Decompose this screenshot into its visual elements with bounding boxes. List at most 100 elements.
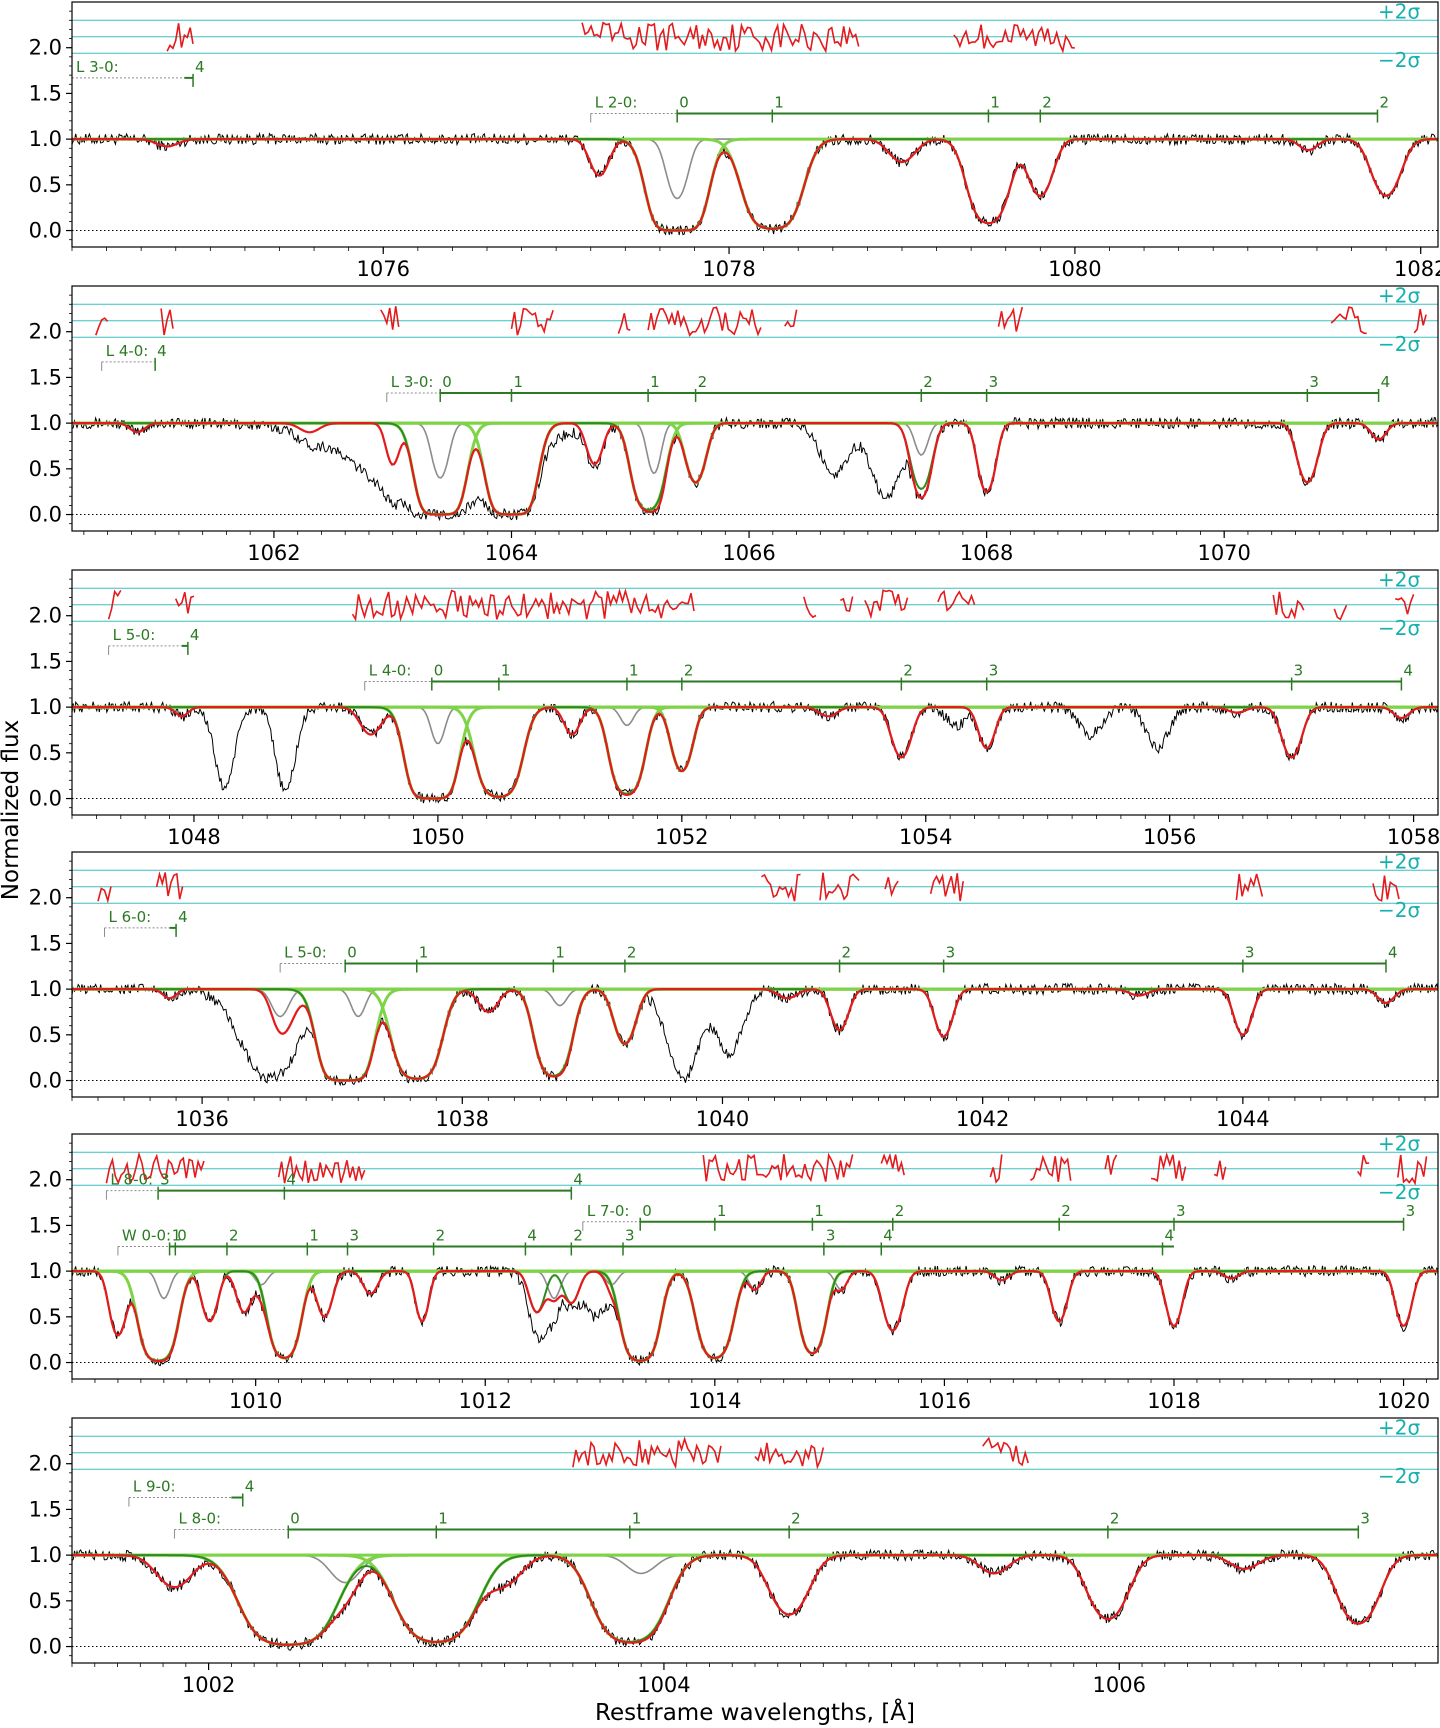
sigma-plus-label: +2σ: [1378, 1131, 1420, 1155]
x-tick-label: 1054: [899, 825, 952, 849]
component-profile: [72, 705, 1438, 800]
x-tick-label: 1080: [1048, 257, 1101, 281]
sigma-plus-label: +2σ: [1378, 283, 1420, 307]
residual-segment: [105, 1151, 205, 1185]
residual-segment: [160, 308, 174, 336]
y-tick-label: 2.0: [29, 886, 62, 910]
y-tick-label: 1.0: [29, 411, 62, 435]
transition-label: 0: [290, 1510, 300, 1528]
transition-label: 1: [513, 373, 523, 391]
panel-frame: [71, 569, 1439, 816]
transition-label: 3: [1245, 944, 1255, 962]
transition-label: 4: [195, 58, 205, 76]
component-profile: [72, 705, 1438, 799]
y-axis-title: Normalized flux: [0, 720, 24, 900]
transition-label: 1: [438, 1510, 448, 1528]
residual-segment: [1395, 594, 1415, 615]
system-label: L 8-0:: [178, 1510, 221, 1528]
line-system: L 4-0: 0 1 1 2 2 3 3 4: [364, 662, 1413, 691]
y-tick-label: 1.5: [29, 1213, 62, 1237]
residual-segment: [989, 1154, 1003, 1184]
transition-label: 1: [172, 1226, 182, 1244]
sigma-plus-label: +2σ: [1378, 849, 1420, 873]
transition-label: 2: [573, 1226, 583, 1244]
panels-group: L 3-0: 4L 2-0: 0 1 1 2 2+2σ−2σ0.00.51.01.52.01…: [29, 0, 1440, 1697]
transition-label: 2: [923, 373, 933, 391]
component-profile: [72, 421, 1438, 517]
residual-segment: [937, 589, 976, 612]
component-profile: [72, 1269, 1438, 1355]
sigma-minus-label: −2σ: [1378, 1464, 1420, 1488]
y-tick-label: 1.0: [29, 977, 62, 1001]
residual-segment: [1272, 591, 1305, 620]
transition-label: 4: [1388, 944, 1398, 962]
observed-spectrum: [72, 981, 1438, 1087]
transition-label: 4: [178, 908, 188, 926]
x-tick-label: 1036: [175, 1107, 228, 1131]
observed-spectrum: [72, 416, 1438, 522]
x-tick-label: 1042: [956, 1107, 1009, 1131]
panel-5: L 8-0: 3 4 4L 7-0: 0 1 1 2 2 3 3W 0-0: 10 2 1 3 2 4 2 3 3 4 4…: [29, 1131, 1439, 1413]
other-component-profile: [72, 138, 1438, 200]
residual-segment: [1030, 1154, 1072, 1182]
total-model: [72, 1269, 1438, 1363]
residual-segment: [880, 1152, 905, 1176]
transition-label: 1: [814, 1202, 824, 1220]
x-tick-label: 1058: [1387, 825, 1440, 849]
system-label: L 5-0:: [284, 944, 327, 962]
y-tick-label: 2.0: [29, 604, 62, 628]
residual-segment: [1235, 873, 1264, 901]
residual-segment: [559, 588, 695, 620]
x-tick-label: 1006: [1093, 1673, 1146, 1697]
y-tick-label: 1.5: [29, 1497, 62, 1521]
transition-label: 2: [1110, 1510, 1120, 1528]
transition-label: 4: [1381, 373, 1391, 391]
transition-label: 3: [946, 944, 956, 962]
x-tick-label: 1012: [459, 1389, 512, 1413]
x-tick-label: 1052: [655, 825, 708, 849]
line-system: L 6-0: 4: [104, 908, 188, 937]
residual-segment: [107, 589, 122, 620]
residual-segment: [351, 589, 561, 622]
x-tick-label: 1056: [1143, 825, 1196, 849]
residual-segment: [997, 306, 1024, 332]
total-model: [72, 138, 1438, 232]
x-tick-label: 1066: [722, 541, 775, 565]
residual-segment: [1397, 1154, 1428, 1186]
residual-segment: [380, 306, 400, 330]
transition-label: 3: [1360, 1510, 1370, 1528]
component-profile: [72, 137, 1438, 231]
transition-label: 4: [157, 342, 167, 360]
residual-segment: [803, 596, 817, 619]
sigma-minus-label: −2σ: [1378, 898, 1420, 922]
residual-segment: [1104, 1154, 1118, 1175]
observed-spectrum: [72, 700, 1438, 804]
y-tick-label: 0.5: [29, 173, 62, 197]
residual-segment: [1333, 604, 1348, 621]
residual-segment: [784, 309, 798, 328]
residual-segment: [97, 886, 112, 904]
component-profile: [72, 987, 1438, 1078]
transition-label: 4: [527, 1226, 537, 1244]
x-tick-label: 1044: [1216, 1107, 1269, 1131]
transition-label: 2: [627, 944, 637, 962]
panel-frame: [71, 1, 1439, 248]
transition-label: 2: [698, 373, 708, 391]
transition-label: 1: [419, 944, 429, 962]
system-label: L 4-0:: [106, 342, 149, 360]
residual-segment: [884, 877, 899, 898]
component-profile: [72, 421, 1438, 517]
component-profile: [72, 1269, 1438, 1360]
line-system: L 5-0: 0 1 1 2 2 3 3 4: [279, 944, 1398, 973]
line-system: L 3-0: 0 1 1 2 2 3 3 4: [386, 373, 1391, 402]
x-tick-label: 1004: [637, 1673, 690, 1697]
transition-label: 3: [349, 1226, 359, 1244]
residual-segment: [1150, 1151, 1187, 1182]
x-tick-label: 1014: [688, 1389, 741, 1413]
residual-segment: [166, 23, 194, 52]
transition-label: 1: [555, 944, 565, 962]
residual-segment: [761, 873, 801, 902]
y-tick-label: 1.5: [29, 81, 62, 105]
transition-label: 1: [990, 94, 1000, 112]
residual-segment: [647, 306, 762, 337]
